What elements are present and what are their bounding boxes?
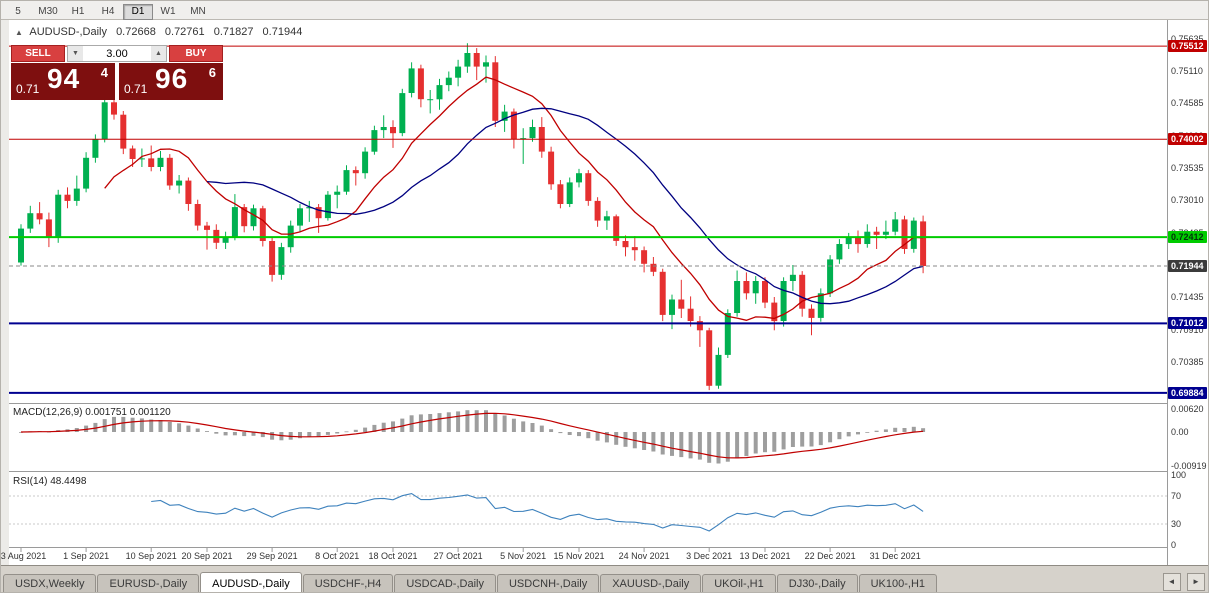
chart-tab-dj30-daily[interactable]: DJ30-,Daily <box>776 574 858 592</box>
chart-tab-bar: USDX,Weekly EURUSD-,Daily AUDUSD-,Daily USD… <box>1 565 1208 592</box>
rsi-indicator-label: RSI(14) 48.4498 <box>13 476 87 487</box>
macd-signal-line <box>20 412 924 459</box>
macd-histogram <box>19 410 926 464</box>
ohlc-close: 0.71944 <box>262 26 303 38</box>
date-axis-label: 29 Sep 2021 <box>246 551 298 561</box>
tab-scroll-left-button[interactable]: ◄ <box>1162 572 1181 591</box>
price-axis-label: 0.71435 <box>1171 292 1204 302</box>
macd-indicator-label: MACD(12,26,9) 0.001751 0.001120 <box>13 407 171 418</box>
timeframe-button-w1[interactable]: W1 <box>160 6 176 17</box>
chart-title-bar: ▲ AUDUSD-,Daily 0.72668 0.72761 0.71827 … <box>15 26 308 38</box>
bid-price-prefix: 0.71 <box>16 82 40 96</box>
tab-scroll-controls: ◄ ► <box>1161 571 1205 591</box>
ask-price-pip-digit: 6 <box>208 65 216 80</box>
bid-price-display[interactable]: 0.71 94 4 <box>11 63 115 100</box>
timeframe-button-h1[interactable]: H1 <box>71 6 85 17</box>
date-axis-label: 13 Dec 2021 <box>739 551 791 561</box>
ask-price-display[interactable]: 0.71 96 6 <box>119 63 223 100</box>
one-click-trading-panel: SELL ▼ ▲ BUY 0.71 94 4 0.71 96 6 <box>11 45 223 100</box>
macd-axis-label: -0.00919 <box>1171 461 1207 471</box>
collapse-panel-icon[interactable]: ▲ <box>15 28 23 37</box>
price-axis[interactable]: 0.756350.751100.745850.740600.735350.730… <box>1167 19 1208 565</box>
timeframe-button-d1[interactable]: D1 <box>123 4 153 20</box>
volume-decrease-button[interactable]: ▼ <box>68 46 83 61</box>
price-axis-label: 0.73010 <box>1171 195 1204 205</box>
chart-symbol-period: AUDUSD-,Daily <box>29 26 107 38</box>
volume-stepper: ▼ ▲ <box>67 45 167 62</box>
volume-input[interactable] <box>83 46 151 61</box>
ohlc-low: 0.71827 <box>213 26 254 38</box>
buy-button[interactable]: BUY <box>169 45 223 62</box>
chart-tab-usdx-weekly[interactable]: USDX,Weekly <box>3 574 97 592</box>
price-axis-label: 0.73535 <box>1171 163 1204 173</box>
chart-tabs: USDX,Weekly EURUSD-,Daily AUDUSD-,Daily USD… <box>3 572 938 592</box>
moving-average-21 <box>206 107 924 305</box>
price-axis-label: 0.75110 <box>1171 66 1203 76</box>
chart-tab-audusd-daily[interactable]: AUDUSD-,Daily <box>200 572 302 592</box>
chart-canvas[interactable] <box>9 19 1167 565</box>
macd-axis-label: 0.00620 <box>1171 404 1204 414</box>
price-level-badge: 0.71012 <box>1168 317 1207 329</box>
date-axis-label: 18 Oct 2021 <box>368 551 418 561</box>
chart-tab-uk100-h1[interactable]: UK100-,H1 <box>858 574 938 592</box>
date-axis-label: 8 Oct 2021 <box>315 551 360 561</box>
moving-average-10 <box>104 76 924 321</box>
sell-button[interactable]: SELL <box>11 45 65 62</box>
chart-tab-ukoil-h1[interactable]: UKOil-,H1 <box>702 574 776 592</box>
chart-tab-usdchf-h4[interactable]: USDCHF-,H4 <box>302 574 394 592</box>
volume-increase-button[interactable]: ▲ <box>151 46 166 61</box>
price-level-badge: 0.69884 <box>1168 387 1207 399</box>
timeframe-button-mn[interactable]: MN <box>190 6 206 17</box>
rsi-line <box>151 493 924 532</box>
date-axis-label: 31 Dec 2021 <box>869 551 921 561</box>
timeframe-button-group: 5 M30 H1 H4 D1 W1 MN <box>1 1 1208 20</box>
rsi-axis-label: 30 <box>1171 519 1182 529</box>
date-axis-label: 10 Sep 2021 <box>125 551 177 561</box>
timeframe-button-h4[interactable]: H4 <box>101 6 115 17</box>
date-axis-label: 27 Oct 2021 <box>433 551 483 561</box>
date-axis-label: 1 Sep 2021 <box>63 551 110 561</box>
timeframe-button-m30[interactable]: M30 <box>38 6 58 17</box>
price-axis-label: 0.70910 <box>1171 325 1204 335</box>
ohlc-high: 0.72761 <box>164 26 205 38</box>
bid-price-pip-digit: 4 <box>100 65 108 80</box>
timeframe-toolbar: 5 M30 H1 H4 D1 W1 MN <box>1 1 1208 20</box>
price-level-badge: 0.74002 <box>1168 133 1207 145</box>
ask-price-prefix: 0.71 <box>124 82 148 96</box>
date-axis-label: 23 Aug 2021 <box>0 551 47 561</box>
chart-area[interactable]: MACD(12,26,9) 0.001751 0.001120 RSI(14) … <box>1 19 1167 565</box>
rsi-axis-label: 70 <box>1171 491 1182 501</box>
chart-tab-eurusd-daily[interactable]: EURUSD-,Daily <box>97 574 200 592</box>
date-axis-label: 5 Nov 2021 <box>500 551 547 561</box>
current-price-badge: 0.71944 <box>1168 260 1207 272</box>
price-axis-label: 0.74585 <box>1171 98 1204 108</box>
chart-tab-usdcad-daily[interactable]: USDCAD-,Daily <box>394 574 496 592</box>
date-axis-label: 3 Dec 2021 <box>686 551 733 561</box>
ask-price-big-digits: 96 <box>155 63 189 94</box>
chart-tab-xauusd-daily[interactable]: XAUUSD-,Daily <box>600 574 702 592</box>
ohlc-open: 0.72668 <box>116 26 156 38</box>
bid-price-big-digits: 94 <box>47 63 81 94</box>
rsi-axis-label: 0 <box>1171 540 1177 550</box>
price-axis-label: 0.75635 <box>1171 34 1204 44</box>
macd-axis-label: 0.00 <box>1171 427 1189 437</box>
tab-scroll-right-button[interactable]: ► <box>1187 572 1205 591</box>
timeframe-button-5[interactable]: 5 <box>15 6 21 17</box>
date-axis-label: 20 Sep 2021 <box>181 551 233 561</box>
rsi-axis-label: 100 <box>1171 470 1187 480</box>
date-axis-label: 24 Nov 2021 <box>618 551 670 561</box>
date-axis-label: 15 Nov 2021 <box>553 551 605 561</box>
price-level-badge: 0.72412 <box>1168 231 1207 243</box>
chart-tab-usdcnh-daily[interactable]: USDCNH-,Daily <box>496 574 600 592</box>
date-axis-label: 22 Dec 2021 <box>804 551 856 561</box>
price-axis-label: 0.70385 <box>1171 357 1204 367</box>
price-level-badge: 0.75512 <box>1168 40 1207 52</box>
